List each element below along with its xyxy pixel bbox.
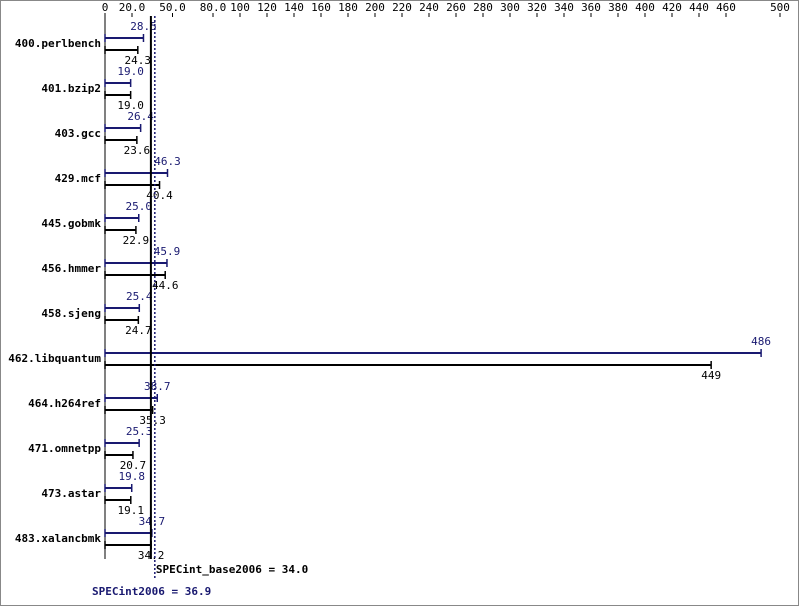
value-label: 26.4	[127, 110, 154, 123]
category-label: 458.sjeng	[41, 307, 101, 320]
category-label: 473.astar	[41, 487, 101, 500]
category-label: 400.perlbench	[15, 37, 101, 50]
x-tick-label: 20.0	[119, 1, 146, 14]
value-label: 28.5	[130, 20, 157, 33]
x-tick-label: 260	[446, 1, 466, 14]
x-tick-label: 500	[770, 1, 790, 14]
x-tick-label: 120	[257, 1, 277, 14]
value-label: 22.9	[123, 234, 150, 247]
value-label: 19.1	[118, 504, 145, 517]
x-tick-label: 360	[581, 1, 601, 14]
x-tick-label: 200	[365, 1, 385, 14]
category-label: 401.bzip2	[41, 82, 101, 95]
category-label: 429.mcf	[55, 172, 101, 185]
value-label: 486	[751, 335, 771, 348]
value-label: 24.3	[125, 54, 152, 67]
category-label: 456.hmmer	[41, 262, 101, 275]
value-label: 35.3	[139, 414, 166, 427]
value-label: 23.6	[124, 144, 151, 157]
category-label: 471.omnetpp	[28, 442, 101, 455]
value-label: 38.7	[144, 380, 171, 393]
x-tick-label: 400	[635, 1, 655, 14]
value-label: 19.0	[117, 99, 144, 112]
x-tick-label: 320	[527, 1, 547, 14]
value-label: 40.4	[146, 189, 173, 202]
value-label: 25.3	[126, 425, 153, 438]
x-tick-label: 80.0	[200, 1, 227, 14]
value-label: 25.4	[126, 290, 153, 303]
x-tick-label: 380	[608, 1, 628, 14]
x-tick-label: 460	[716, 1, 736, 14]
x-tick-label: 100	[230, 1, 250, 14]
x-tick-label: 240	[419, 1, 439, 14]
x-tick-label: 50.0	[159, 1, 186, 14]
value-label: 45.9	[154, 245, 181, 258]
reference-label: SPECint_base2006 = 34.0	[156, 563, 308, 576]
x-tick-label: 280	[473, 1, 493, 14]
value-label: 24.7	[125, 324, 152, 337]
category-label: 445.gobmk	[41, 217, 101, 230]
x-tick-label: 220	[392, 1, 412, 14]
value-label: 19.0	[117, 65, 144, 78]
value-label: 449	[701, 369, 721, 382]
x-tick-label: 0	[102, 1, 109, 14]
x-tick-label: 420	[662, 1, 682, 14]
category-label: 403.gcc	[55, 127, 101, 140]
category-label: 462.libquantum	[8, 352, 101, 365]
x-tick-label: 180	[338, 1, 358, 14]
reference-label: SPECint2006 = 36.9	[92, 585, 211, 598]
value-label: 25.0	[126, 200, 153, 213]
x-tick-label: 340	[554, 1, 574, 14]
value-label: 19.8	[118, 470, 145, 483]
value-label: 46.3	[154, 155, 181, 168]
x-tick-label: 300	[500, 1, 520, 14]
value-label: 44.6	[152, 279, 179, 292]
x-tick-label: 140	[284, 1, 304, 14]
category-label: 483.xalancbmk	[15, 532, 101, 545]
x-tick-label: 160	[311, 1, 331, 14]
value-label: 20.7	[120, 459, 147, 472]
x-tick-label: 440	[689, 1, 709, 14]
category-label: 464.h264ref	[28, 397, 101, 410]
